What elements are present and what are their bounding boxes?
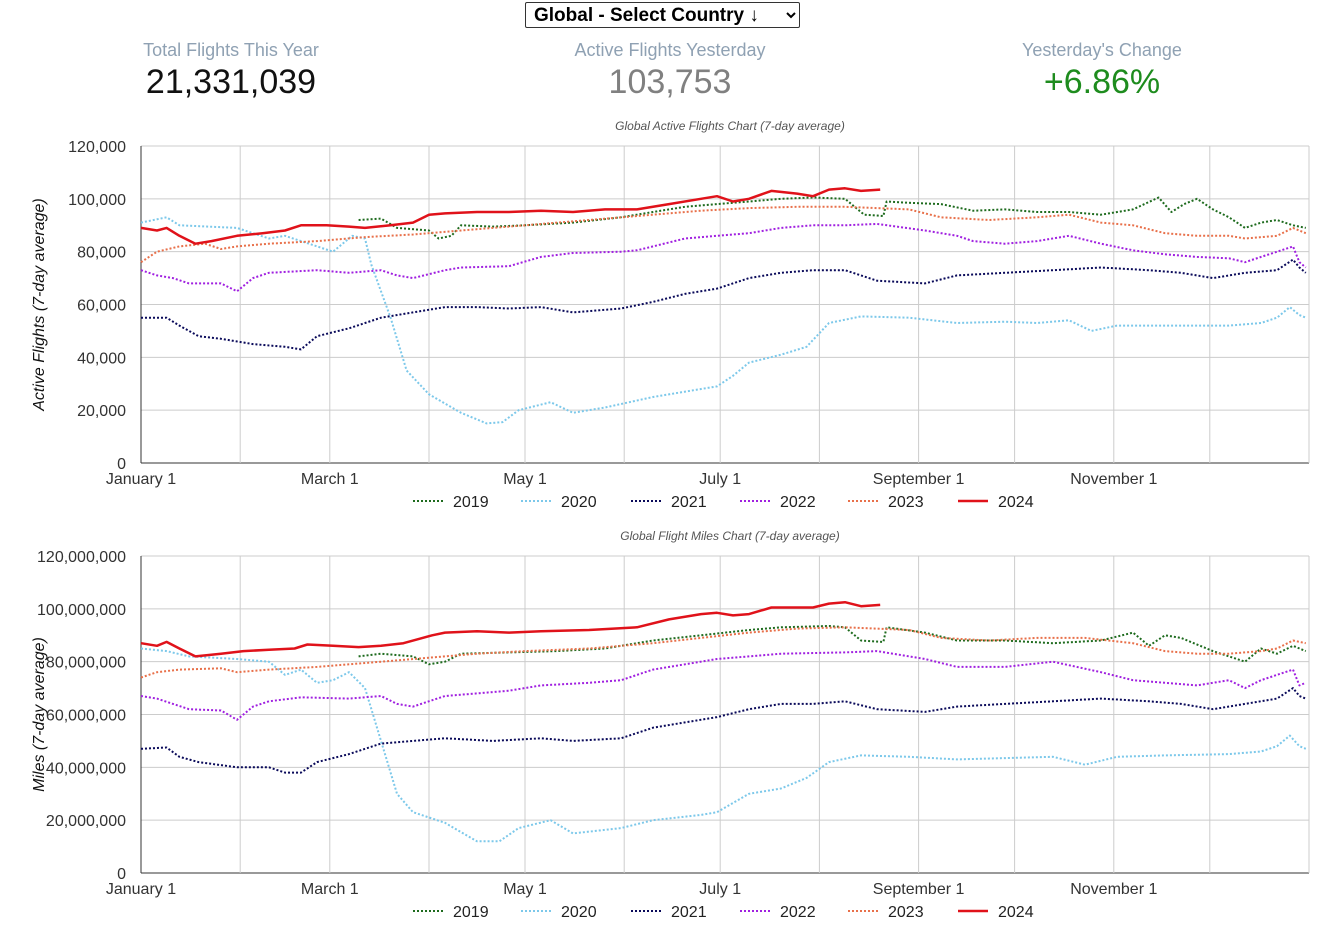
y-tick-label: 20,000,000 [46,813,126,830]
legend-label-2020: 2020 [561,904,597,921]
stat-value: +6.86% [1043,63,1161,101]
x-tick-label: September 1 [873,881,965,898]
legend-label-2020: 2020 [561,494,597,511]
x-tick-label: March 1 [301,471,359,488]
legend-label-2019: 2019 [453,494,489,511]
x-tick-label: July 1 [699,471,741,488]
stat-yesterday-change: Yesterday's Change +6.86% [952,40,1252,102]
x-tick-label: November 1 [1070,471,1157,488]
x-tick-label: March 1 [301,881,359,898]
series-line-2024 [140,600,881,658]
x-tick-label: January 1 [106,471,176,488]
active-flights-chart: Global Active Flights Chart (7-day avera… [31,119,1310,511]
chart-title: Global Active Flights Chart (7-day avera… [615,119,845,133]
legend-label-2021: 2021 [671,494,707,511]
series-line-2023 [140,626,1307,679]
series-line-2022 [140,222,1307,293]
stat-label: Yesterday's Change [1022,40,1182,60]
y-tick-label: 60,000,000 [46,708,126,725]
series-line-2020 [140,647,1307,843]
series-line-2020 [140,216,1307,425]
y-tick-label: 20,000 [77,403,126,420]
chart-title: Global Flight Miles Chart (7-day average… [620,529,839,543]
x-tick-label: November 1 [1070,881,1157,898]
legend-label-2019: 2019 [453,904,489,921]
legend-label-2024: 2024 [998,904,1034,921]
y-tick-label: 60,000 [77,298,126,315]
x-tick-label: May 1 [503,471,547,488]
y-tick-label: 100,000,000 [37,602,126,619]
stat-label: Active Flights Yesterday [574,40,766,60]
series-line-2024 [140,187,881,245]
y-axis-label: Miles (7-day average) [31,637,48,792]
flight-miles-chart: Global Flight Miles Chart (7-day average… [31,529,1310,921]
stat-value: 21,331,039 [145,63,317,101]
stat-label: Total Flights This Year [143,40,319,60]
legend-label-2022: 2022 [780,494,816,511]
country-selector-wrap: Global - Select Country ↓ [525,2,800,28]
series-line-2021 [140,687,1307,774]
series-line-2019 [358,196,1306,240]
y-tick-label: 100,000 [68,192,126,209]
stat-total-flights: Total Flights This Year 21,331,039 [81,40,381,102]
y-tick-label: 80,000,000 [46,655,126,672]
legend-label-2023: 2023 [888,494,924,511]
y-axis-label: Active Flights (7-day average) [31,198,48,412]
legend-label-2024: 2024 [998,494,1034,511]
y-tick-label: 0 [117,866,126,883]
series-line-2022 [140,650,1307,721]
country-select[interactable]: Global - Select Country ↓ [525,2,800,28]
legend-label-2023: 2023 [888,904,924,921]
x-tick-label: January 1 [106,881,176,898]
y-tick-label: 120,000,000 [37,549,126,566]
y-tick-label: 0 [117,456,126,473]
x-tick-label: May 1 [503,881,547,898]
stat-value: 103,753 [608,63,732,101]
y-tick-label: 40,000,000 [46,760,126,777]
legend-label-2022: 2022 [780,904,816,921]
series-line-2023 [140,205,1307,264]
y-tick-label: 40,000 [77,350,126,367]
y-tick-label: 120,000 [68,139,126,156]
stat-active-flights: Active Flights Yesterday 103,753 [520,40,820,102]
x-tick-label: July 1 [699,881,741,898]
series-line-2021 [141,258,1307,351]
y-tick-label: 80,000 [77,245,126,262]
x-tick-label: September 1 [873,471,965,488]
legend-label-2021: 2021 [671,904,707,921]
